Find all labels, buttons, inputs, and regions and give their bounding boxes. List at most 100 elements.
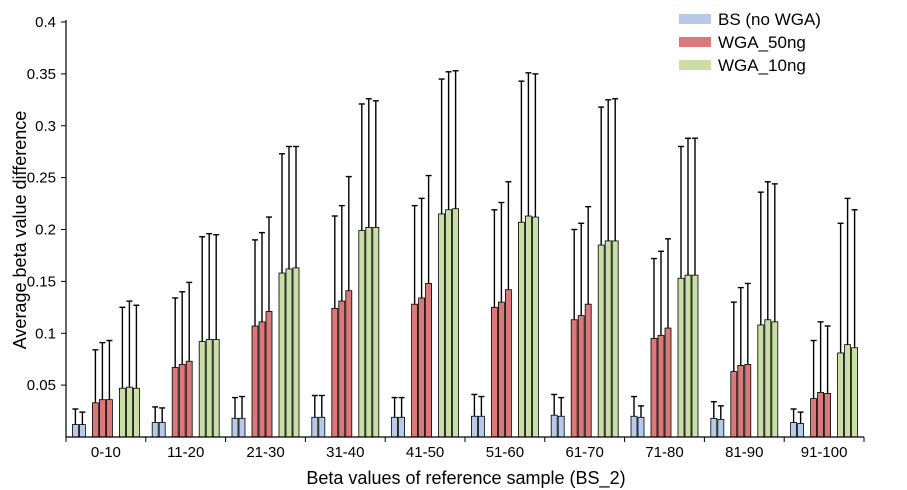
y-tick-label: 0.15: [27, 273, 56, 290]
bar-wga-10ng: [684, 274, 692, 438]
bar-wga-50ng: [331, 307, 339, 438]
bar-bs-no-wga: [470, 415, 478, 438]
legend-swatch-wga-10ng: [679, 60, 711, 70]
bar-wga-10ng: [677, 277, 685, 438]
axes: [61, 20, 865, 442]
x-tick-label: 61-70: [566, 444, 604, 461]
x-tick-label: 71-80: [645, 444, 683, 461]
bar-wga-10ng: [126, 386, 133, 438]
bar-wga-50ng: [185, 360, 193, 438]
bar-bs-no-wga: [311, 416, 319, 438]
bar-wga-50ng: [411, 303, 419, 438]
x-tick-labels: 0-10 11-20 21-30 31-40 41-50 51-60 61-70 71-80 8…: [91, 444, 848, 461]
bar-wga-50ng: [490, 306, 498, 438]
bars: [72, 70, 858, 438]
bar-bs-no-wga: [158, 422, 166, 438]
bar-wga-50ng: [824, 393, 831, 438]
bar-wga-50ng: [817, 391, 824, 438]
bar-wga-50ng: [730, 371, 738, 438]
bar-wga-10ng: [438, 213, 446, 438]
bar-bs-no-wga: [238, 417, 246, 438]
bar-wga-50ng: [178, 363, 186, 438]
bar-bs-no-wga: [318, 416, 326, 438]
bar-wga-10ng: [132, 387, 140, 438]
x-tick-label: 11-20: [167, 444, 204, 461]
bar-wga-10ng: [844, 344, 851, 438]
bar-wga-50ng: [810, 398, 817, 438]
legend-label-wga-50ng: WGA_50ng: [718, 33, 806, 52]
bar-wga-10ng: [771, 321, 779, 438]
bar-bs-no-wga: [391, 416, 399, 438]
bar-wga-50ng: [504, 289, 512, 438]
bar-bs-no-wga: [630, 415, 638, 438]
bar-wga-50ng: [577, 315, 585, 438]
bar-wga-50ng: [345, 290, 353, 438]
bar-wga-10ng: [198, 341, 206, 438]
bar-wga-50ng: [265, 311, 273, 438]
y-tick-label: 0.25: [27, 170, 56, 187]
bar-wga-10ng: [205, 339, 213, 438]
bar-bs-no-wga: [550, 414, 558, 438]
bar-wga-50ng: [570, 319, 578, 438]
bar-wga-50ng: [737, 365, 745, 438]
bar-wga-50ng: [425, 283, 433, 438]
bar-wga-10ng: [372, 227, 380, 438]
bar-wga-10ng: [212, 339, 220, 438]
x-tick-label: 91-100: [801, 444, 848, 461]
y-tick-labels: 0.05 0.1 0.15 0.2 0.25 0.3 0.35 0.4: [27, 14, 56, 394]
x-tick-label: 51-60: [486, 444, 524, 461]
bar-bs-no-wga: [477, 415, 485, 438]
y-tick-label: 0.2: [35, 222, 56, 239]
bar-wga-50ng: [99, 399, 106, 438]
bar-wga-10ng: [119, 387, 126, 438]
bar-wga-50ng: [744, 363, 752, 438]
bar-bs-no-wga: [710, 417, 718, 438]
bar-wga-10ng: [445, 209, 453, 438]
bar-wga-10ng: [757, 324, 765, 438]
legend-label-wga-10ng: WGA_10ng: [718, 56, 806, 75]
bar-wga-50ng: [92, 402, 99, 438]
y-axis-title: Average beta value difference: [10, 111, 30, 350]
y-tick-label: 0.35: [27, 66, 56, 83]
bar-bs-no-wga: [797, 423, 804, 438]
y-tick-label: 0.4: [35, 14, 56, 31]
y-tick-label: 0.3: [35, 118, 56, 135]
bar-wga-50ng: [584, 303, 592, 438]
y-tick-label: 0.1: [35, 325, 56, 342]
bar-wga-10ng: [611, 240, 619, 438]
legend: BS (no WGA) WGA_50ng WGA_10ng: [679, 10, 821, 75]
x-tick-label: 41-50: [406, 444, 444, 461]
x-tick-label: 31-40: [326, 444, 364, 461]
x-tick-label: 0-10: [91, 444, 121, 461]
bar-wga-10ng: [452, 208, 460, 438]
bar-wga-50ng: [650, 338, 658, 438]
bar-bs-no-wga: [637, 416, 645, 438]
bar-bs-no-wga: [398, 416, 406, 438]
bar-wga-10ng: [604, 240, 612, 438]
bar-wga-50ng: [251, 325, 259, 438]
bar-wga-50ng: [106, 399, 113, 438]
bar-bs-no-wga: [151, 422, 159, 438]
bar-wga-10ng: [358, 230, 366, 438]
bar-wga-50ng: [657, 334, 665, 438]
x-tick-label: 21-30: [246, 444, 284, 461]
bar-bs-no-wga: [557, 415, 565, 438]
legend-swatch-wga-50ng: [679, 37, 711, 47]
bar-wga-10ng: [525, 215, 532, 438]
bar-wga-10ng: [851, 347, 858, 438]
bar-wga-50ng: [338, 300, 346, 438]
x-axis-title: Beta values of reference sample (BS_2): [306, 468, 625, 489]
bar-wga-50ng: [418, 297, 426, 438]
bar-bs-no-wga: [790, 422, 797, 438]
bar-wga-10ng: [691, 274, 699, 438]
legend-label-bs-no-wga: BS (no WGA): [718, 10, 821, 29]
bar-bs-no-wga: [717, 418, 725, 438]
bar-wga-10ng: [278, 272, 286, 438]
bar-wga-10ng: [532, 216, 539, 438]
bar-wga-10ng: [764, 319, 772, 438]
bar-wga-10ng: [285, 268, 293, 438]
y-tick-label: 0.05: [27, 377, 56, 394]
bar-wga-50ng: [258, 321, 266, 438]
x-tick-label: 81-90: [725, 444, 763, 461]
